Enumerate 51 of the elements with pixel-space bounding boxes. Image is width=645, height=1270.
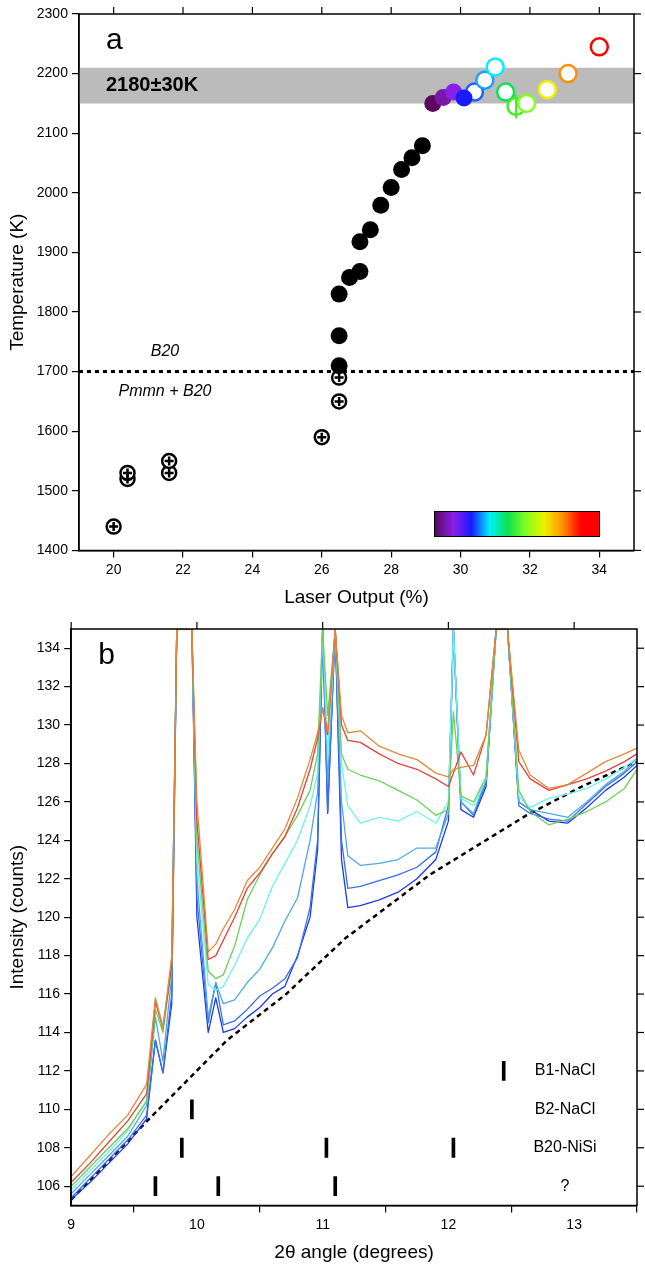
y-axis-title: Temperature (K) <box>5 213 27 351</box>
y-tick-label: 122 <box>36 869 61 886</box>
y-axis-title: Intensity (counts) <box>5 844 27 990</box>
y-tick-label: 106 <box>36 1177 61 1194</box>
annotation: a <box>105 22 123 56</box>
x-tick-label: 11 <box>315 1215 331 1232</box>
annotation: Pmmn + B20 <box>118 382 212 400</box>
x-tick-label: 30 <box>452 560 469 577</box>
x-tick-label: 9 <box>67 1215 76 1232</box>
y-tick-label: 112 <box>37 1061 61 1078</box>
y-tick-label: 120 <box>36 908 61 925</box>
y-tick-label: 132 <box>36 677 61 694</box>
y-tick-label: 2100 <box>36 124 69 141</box>
y-tick-label: 108 <box>36 1138 61 1155</box>
y-tick-label: 2000 <box>36 183 69 200</box>
y-tick-label: 116 <box>37 984 61 1001</box>
y-tick-label: 128 <box>36 754 61 771</box>
x-tick-label: 34 <box>591 560 608 577</box>
annotation: b <box>98 637 115 671</box>
y-tick-label: 1800 <box>36 302 69 319</box>
text: B2-NaCl <box>534 1099 596 1117</box>
y-tick-label: 134 <box>36 639 61 656</box>
x-tick-label: 24 <box>244 560 261 577</box>
band-label: 2180±30K <box>105 73 199 96</box>
series-label: B1-NaCl <box>534 1061 596 1079</box>
y-tick-label: 1500 <box>36 481 69 498</box>
x-tick-label: 22 <box>175 560 192 577</box>
x-tick-label: 32 <box>522 560 538 577</box>
x-tick-label: 28 <box>383 560 400 577</box>
x-tick-label: 26 <box>313 560 330 577</box>
y-tick-label: 110 <box>37 1100 61 1117</box>
y-tick-label: 118 <box>37 946 61 963</box>
y-tick-label: 130 <box>36 715 61 732</box>
text: ? <box>560 1176 570 1194</box>
y-tick-label: 124 <box>36 831 61 848</box>
y-tick-label: 1900 <box>36 243 69 260</box>
x-tick-label: 10 <box>189 1215 205 1232</box>
y-tick-label: 2200 <box>36 64 69 81</box>
text: B20-NiSi <box>533 1138 597 1156</box>
annotation: B20 <box>150 342 180 360</box>
x-tick-label: 13 <box>566 1215 583 1232</box>
y-tick-label: 2300 <box>36 4 69 21</box>
x-tick-label: 20 <box>105 560 122 577</box>
y-tick-label: 1600 <box>36 422 69 439</box>
x-tick-label: 12 <box>440 1215 457 1232</box>
y-tick-label: 1700 <box>36 362 69 379</box>
y-tick-label: 114 <box>37 1023 61 1040</box>
y-tick-label: 1400 <box>36 541 69 558</box>
y-tick-label: 126 <box>36 792 61 809</box>
x-axis-title: 2θ angle (degrees) <box>274 1240 434 1262</box>
x-axis-title: Laser Output (%) <box>284 585 429 607</box>
